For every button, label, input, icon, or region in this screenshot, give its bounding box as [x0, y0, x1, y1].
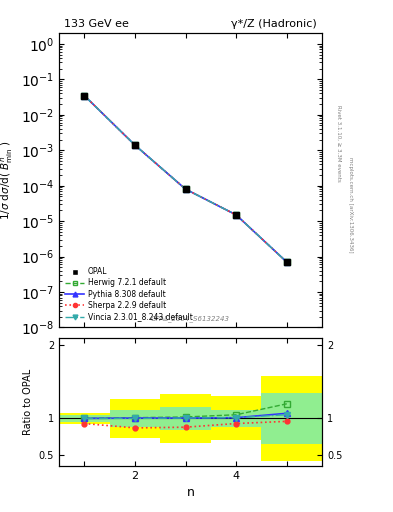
Text: γ*/Z (Hadronic): γ*/Z (Hadronic) [231, 19, 317, 29]
Text: Rivet 3.1.10, ≥ 3.3M events: Rivet 3.1.10, ≥ 3.3M events [336, 105, 341, 182]
Text: mcplots.cern.ch [arXiv:1306.3436]: mcplots.cern.ch [arXiv:1306.3436] [348, 157, 353, 252]
Text: OPAL_2004_S6132243: OPAL_2004_S6132243 [151, 315, 230, 322]
X-axis label: n: n [187, 486, 195, 499]
Y-axis label: 1/$\sigma$ d$\sigma$/d( $B^n_{\rm min}$ ): 1/$\sigma$ d$\sigma$/d( $B^n_{\rm min}$ … [0, 140, 15, 220]
Text: 133 GeV ee: 133 GeV ee [64, 19, 129, 29]
Legend: OPAL, Herwig 7.2.1 default, Pythia 8.308 default, Sherpa 2.2.9 default, Vincia 2: OPAL, Herwig 7.2.1 default, Pythia 8.308… [63, 265, 195, 324]
Y-axis label: Ratio to OPAL: Ratio to OPAL [23, 369, 33, 435]
